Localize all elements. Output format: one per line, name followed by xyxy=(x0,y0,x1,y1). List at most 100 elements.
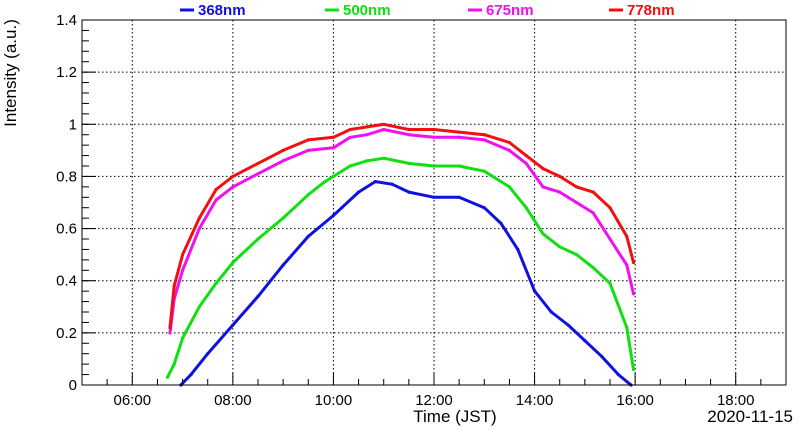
data-point-675nm xyxy=(608,237,612,241)
data-point-675nm xyxy=(365,133,369,137)
data-point-675nm xyxy=(482,138,486,142)
data-point-778nm xyxy=(281,148,285,152)
data-point-778nm xyxy=(331,135,335,139)
data-point-778nm xyxy=(574,185,579,189)
data-point-778nm xyxy=(306,138,310,142)
x-tick-label: 14:00 xyxy=(516,392,554,409)
data-point-675nm xyxy=(168,331,172,335)
data-point-368nm xyxy=(189,373,193,377)
data-point-778nm xyxy=(181,253,185,257)
y-tick-label: 0.2 xyxy=(56,325,77,342)
data-point-368nm xyxy=(516,247,520,251)
data-point-368nm xyxy=(306,234,310,238)
y-axis-title: Intensity (a.u.) xyxy=(1,19,20,127)
data-point-778nm xyxy=(197,216,201,220)
data-point-500nm xyxy=(625,326,629,330)
data-point-500nm xyxy=(457,164,461,168)
data-point-368nm xyxy=(256,294,260,298)
data-point-778nm xyxy=(507,140,511,145)
data-point-368nm xyxy=(457,195,461,199)
data-point-368nm xyxy=(407,190,411,194)
data-point-778nm xyxy=(256,161,260,165)
data-point-500nm xyxy=(181,336,185,340)
legend-label-778nm: 778nm xyxy=(627,2,675,19)
y-tick-label: 0.4 xyxy=(56,273,77,290)
data-point-675nm xyxy=(574,200,579,205)
data-point-500nm xyxy=(407,161,411,165)
series-line-675nm xyxy=(168,128,635,335)
data-point-368nm xyxy=(616,373,621,377)
data-point-368nm xyxy=(549,310,553,314)
legend-label-675nm: 675nm xyxy=(486,2,534,19)
data-point-368nm xyxy=(482,206,486,210)
data-point-778nm xyxy=(348,127,352,132)
data-point-368nm xyxy=(566,323,570,327)
data-point-675nm xyxy=(348,135,352,139)
data-point-778nm xyxy=(541,167,545,171)
data-point-675nm xyxy=(256,172,260,176)
x-tick-label: 18:00 xyxy=(717,392,755,409)
y-tick-label: 1.2 xyxy=(56,64,77,81)
data-point-500nm xyxy=(348,164,352,168)
data-point-675nm xyxy=(231,185,235,189)
data-point-368nm xyxy=(340,206,344,210)
data-point-500nm xyxy=(331,174,335,178)
data-point-500nm xyxy=(365,159,369,163)
data-point-368nm xyxy=(600,354,604,358)
data-point-500nm xyxy=(524,206,528,210)
x-tick-label: 08:00 xyxy=(214,392,252,409)
tick-labels: 06:00 08:00 10:00 12:00 14:00 16:00 18:00 0 0.2 0… xyxy=(56,12,754,409)
data-point-500nm xyxy=(558,245,562,249)
data-point-675nm xyxy=(331,146,335,150)
data-point-500nm xyxy=(165,375,170,379)
data-point-675nm xyxy=(625,263,629,267)
data-point-500nm xyxy=(197,305,201,309)
y-tick-label: 1 xyxy=(69,116,77,133)
data-point-778nm xyxy=(558,174,562,178)
data-point-500nm xyxy=(214,281,218,285)
date-label: 2020-11-15 xyxy=(707,407,793,426)
data-point-675nm xyxy=(591,211,595,215)
series-line-778nm xyxy=(168,122,635,330)
data-point-500nm xyxy=(482,169,486,173)
data-point-675nm xyxy=(541,185,545,189)
y-tick-label: 0.6 xyxy=(56,221,77,238)
x-tick-label: 12:00 xyxy=(415,392,453,409)
data-point-368nm xyxy=(583,339,587,343)
data-point-368nm xyxy=(390,182,394,186)
data-point-368nm xyxy=(206,352,210,356)
data-point-500nm xyxy=(608,281,612,285)
data-point-778nm xyxy=(365,125,369,129)
data-point-368nm xyxy=(281,263,285,267)
data-point-500nm xyxy=(231,260,235,265)
data-point-368nm xyxy=(331,213,335,218)
data-point-778nm xyxy=(231,174,235,178)
data-point-500nm xyxy=(541,232,545,236)
legend-label-368nm: 368nm xyxy=(198,2,246,19)
data-point-778nm xyxy=(482,133,486,137)
data-point-500nm xyxy=(172,362,176,366)
data-point-675nm xyxy=(558,190,562,194)
data-point-675nm xyxy=(507,148,511,152)
data-point-778nm xyxy=(631,260,636,265)
data-point-778nm xyxy=(432,127,436,132)
data-point-675nm xyxy=(631,292,636,296)
legend-label-500nm: 500nm xyxy=(343,2,391,19)
data-point-368nm xyxy=(432,195,436,199)
data-point-500nm xyxy=(507,185,511,189)
y-tick-label: 0 xyxy=(69,377,77,394)
data-point-500nm xyxy=(574,253,579,257)
x-axis-title: Time (JST) xyxy=(413,407,496,426)
data-point-500nm xyxy=(306,193,310,197)
data-point-675nm xyxy=(382,127,386,132)
data-point-675nm xyxy=(432,135,436,139)
data-point-500nm xyxy=(256,237,260,241)
data-point-675nm xyxy=(306,148,310,152)
data-point-368nm xyxy=(373,180,377,184)
data-point-778nm xyxy=(407,127,411,132)
data-point-778nm xyxy=(591,190,595,194)
data-point-778nm xyxy=(382,122,386,126)
data-point-778nm xyxy=(608,206,612,210)
data-point-778nm xyxy=(168,326,172,330)
